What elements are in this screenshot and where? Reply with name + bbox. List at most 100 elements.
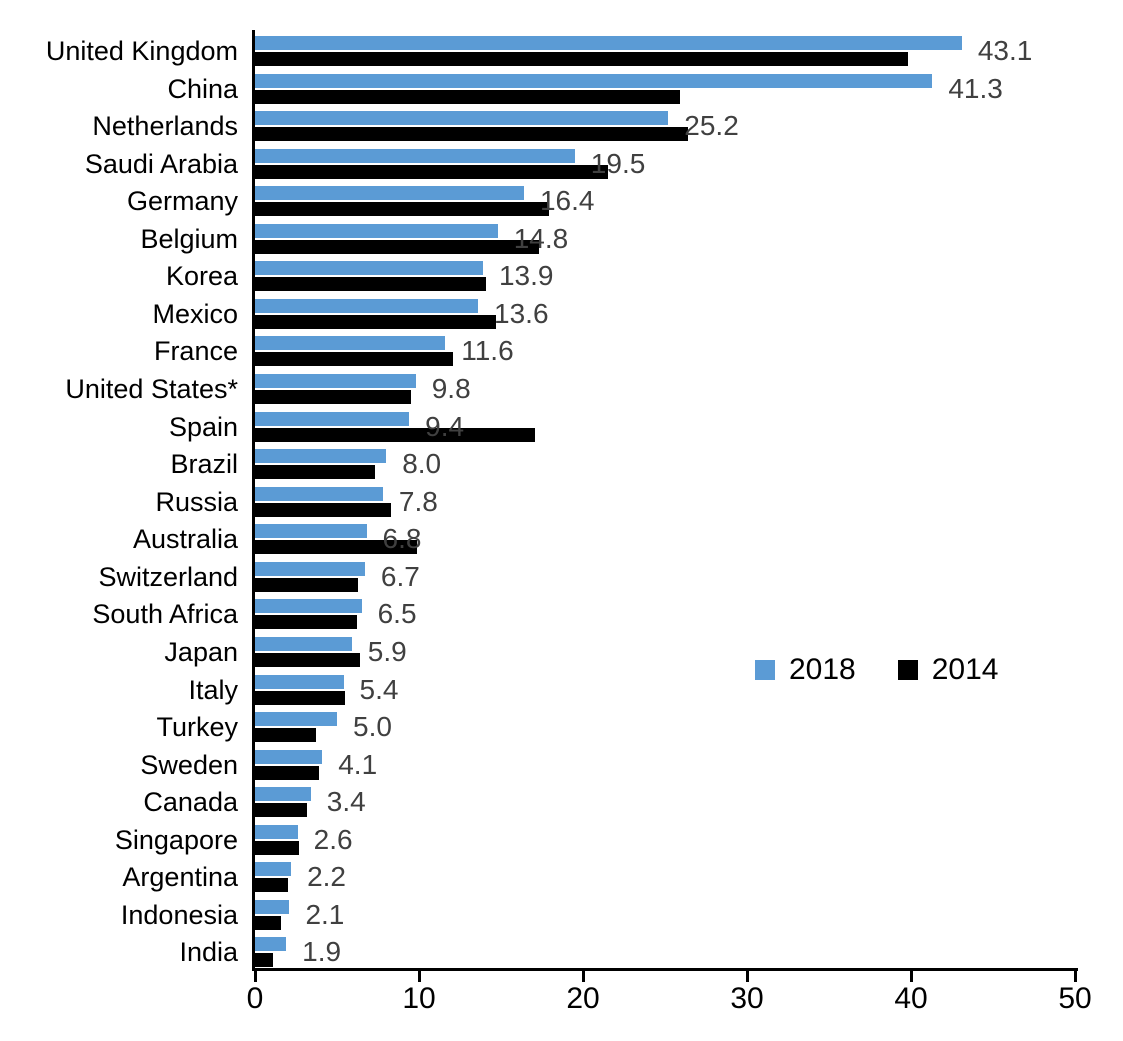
- category-label: Argentina: [122, 862, 238, 893]
- bar-2018-spain: [255, 411, 410, 426]
- bar-2014-united-kingdom: [255, 52, 908, 66]
- value-label: 4.1: [338, 748, 378, 780]
- bar-2018-united-kingdom: [255, 36, 962, 50]
- category-label: France: [153, 336, 238, 367]
- value-label: 9.4: [425, 410, 465, 442]
- bar-2018-italy: [255, 674, 344, 689]
- category-label: Brazil: [170, 449, 238, 480]
- x-tick-label: 20: [566, 982, 600, 1015]
- x-tick: [417, 968, 421, 982]
- value-label: 9.8: [431, 373, 471, 405]
- bar-2014-brazil: [255, 465, 375, 480]
- x-tick: [581, 968, 585, 982]
- category-label: Belgium: [140, 223, 238, 254]
- value-label: 43.1: [977, 35, 1033, 66]
- value-label: 5.4: [359, 673, 399, 705]
- x-tick-label: 40: [894, 982, 928, 1015]
- x-tick-label: 50: [1058, 982, 1092, 1015]
- category-label: Saudi Arabia: [84, 148, 238, 179]
- value-label: 7.8: [398, 485, 438, 517]
- legend-swatch-2014: [897, 660, 918, 680]
- bar-2018-saudi-arabia: [255, 148, 575, 163]
- x-tick: [909, 968, 913, 982]
- bar-2014-argentina: [255, 878, 288, 893]
- value-label: 6.8: [382, 523, 422, 555]
- bar-2014-australia: [255, 540, 418, 555]
- value-label: 2.6: [313, 823, 353, 855]
- value-label: 13.9: [498, 260, 554, 292]
- bar-2014-china: [255, 89, 680, 104]
- bar-2014-sweden: [255, 765, 319, 780]
- value-label: 11.6: [461, 335, 514, 367]
- bar-2018-france: [255, 336, 446, 351]
- category-label: South Africa: [92, 599, 238, 630]
- category-label: Italy: [188, 674, 238, 705]
- bar-2018-canada: [255, 787, 311, 802]
- bar-2014-japan: [255, 652, 360, 667]
- category-label: Spain: [168, 411, 238, 442]
- bar-2014-spain: [255, 427, 536, 442]
- category-label: Canada: [143, 787, 238, 818]
- value-label: 1.9: [302, 936, 342, 968]
- bar-2018-japan: [255, 636, 352, 651]
- value-label: 5.9: [367, 635, 407, 667]
- value-label: 25.2: [684, 110, 739, 142]
- value-label: 41.3: [948, 72, 1003, 104]
- bar-2018-sweden: [255, 749, 323, 764]
- bar-2018-switzerland: [255, 561, 365, 576]
- category-label: Korea: [165, 261, 238, 292]
- category-label: Japan: [164, 636, 238, 667]
- legend: 2018 2014: [755, 655, 999, 685]
- category-label: Indonesia: [120, 899, 238, 930]
- value-label: 13.6: [494, 297, 549, 329]
- value-label: 6.5: [377, 598, 417, 630]
- category-label: Germany: [126, 186, 238, 217]
- value-label: 16.4: [539, 185, 595, 217]
- bar-2018-germany: [255, 186, 524, 201]
- category-label: United Kingdom: [45, 36, 238, 66]
- category-label: Singapore: [114, 824, 238, 855]
- bar-2014-germany: [255, 202, 549, 217]
- bar-2014-saudi-arabia: [255, 164, 608, 179]
- category-label: China: [167, 73, 238, 104]
- category-label: Mexico: [152, 298, 238, 329]
- legend-label-2018: 2018: [789, 653, 856, 686]
- value-label: 2.1: [305, 898, 345, 930]
- bar-2014-south-africa: [255, 615, 357, 630]
- bar-2018-korea: [255, 261, 483, 276]
- bar-2018-netherlands: [255, 111, 669, 126]
- value-label: 5.0: [353, 711, 392, 743]
- category-label: Russia: [155, 486, 238, 517]
- bar-2014-france: [255, 352, 454, 367]
- bar-2014-italy: [255, 690, 346, 705]
- bar-2014-turkey: [255, 728, 316, 743]
- bar-2018-china: [255, 73, 933, 88]
- value-label: 2.2: [307, 861, 347, 893]
- bar-2014-netherlands: [255, 127, 688, 142]
- value-label: 6.7: [380, 560, 420, 592]
- value-label: 14.8: [513, 222, 569, 254]
- bar-2018-mexico: [255, 298, 479, 313]
- x-tick-label: 30: [730, 982, 764, 1015]
- bar-2018-brazil: [255, 449, 387, 464]
- x-tick: [1073, 968, 1077, 982]
- y-axis-line: [252, 30, 255, 971]
- bar-2014-indonesia: [255, 915, 282, 930]
- x-axis-line: [252, 968, 1078, 971]
- x-tick-label: 10: [402, 982, 436, 1015]
- bar-2018-singapore: [255, 824, 298, 839]
- bar-2018-india: [255, 937, 287, 952]
- bar-2014-india: [255, 953, 274, 968]
- bar-2014-russia: [255, 502, 392, 517]
- bar-2018-south-africa: [255, 599, 362, 614]
- x-tick: [253, 968, 257, 982]
- bar-2018-australia: [255, 524, 367, 539]
- bar-2014-united-states-: [255, 390, 411, 405]
- legend-swatch-2018: [755, 660, 775, 680]
- bar-2014-canada: [255, 803, 308, 818]
- legend-label-2014: 2014: [931, 653, 999, 686]
- x-tick-label: 0: [246, 982, 264, 1015]
- value-label: 19.5: [590, 147, 646, 179]
- category-label: United States*: [65, 374, 238, 405]
